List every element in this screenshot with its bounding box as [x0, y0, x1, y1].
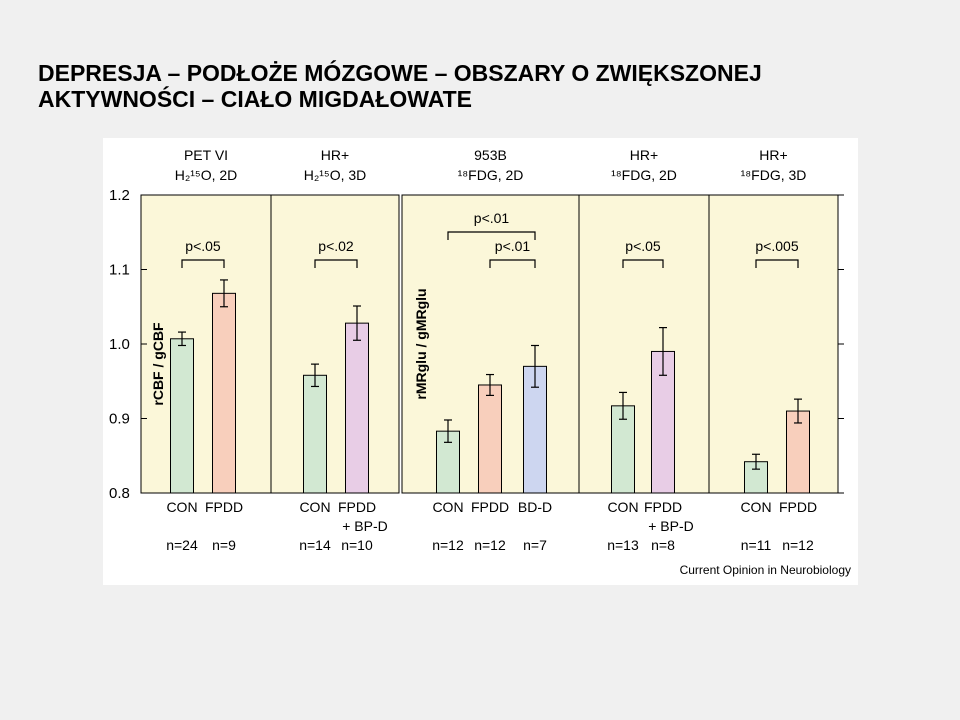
significance-label: p<.02	[318, 238, 354, 254]
panel-header-line-2: ¹⁸FDG, 2D	[458, 167, 524, 183]
category-label-line-2: + BP-D	[648, 518, 694, 534]
sample-size-label: n=10	[341, 537, 373, 553]
panel-header-line-2: ¹⁸FDG, 3D	[741, 167, 807, 183]
category-label: CON	[299, 499, 330, 515]
y-axis-label-right: rMRglu / gMRglu	[413, 288, 429, 399]
category-label: BD-D	[518, 499, 552, 515]
panel-header-line-1: HR+	[759, 147, 787, 163]
category-label: FPDD	[205, 499, 243, 515]
sample-size-label: n=13	[607, 537, 639, 553]
category-label: FPDD	[471, 499, 509, 515]
significance-label: p<.01	[495, 238, 531, 254]
sample-size-label: n=12	[432, 537, 464, 553]
panel-header-line-2: H₂¹⁵O, 3D	[304, 167, 367, 183]
panel-header-line-1: 953B	[474, 147, 507, 163]
panel-header-line-1: HR+	[630, 147, 658, 163]
sample-size-label: n=7	[523, 537, 547, 553]
category-label: CON	[166, 499, 197, 515]
category-label: CON	[607, 499, 638, 515]
bar-con	[303, 374, 327, 494]
slide-title-line-2: AKTYWNOŚCI – CIAŁO MIGDAŁOWATE	[38, 86, 473, 112]
panel-background-2	[270, 194, 400, 494]
category-label-line-2: + BP-D	[342, 518, 388, 534]
significance-bracket	[489, 259, 536, 268]
sample-size-label: n=12	[474, 537, 506, 553]
category-label: CON	[740, 499, 771, 515]
category-label: FPDD	[779, 499, 817, 515]
significance-label: p<.01	[474, 210, 510, 226]
panel-header-line-2: H₂¹⁵O, 2D	[175, 167, 238, 183]
bar-fpdd	[345, 322, 369, 494]
panel-background-4	[578, 194, 710, 494]
sample-size-label: n=14	[299, 537, 331, 553]
y-tick-label: 0.8	[109, 485, 130, 502]
panel-background-3	[401, 194, 580, 494]
significance-bracket	[314, 259, 358, 268]
significance-label: p<.05	[625, 238, 661, 254]
bar-fpdd	[212, 292, 236, 494]
category-label: FPDD	[338, 499, 376, 515]
bar-chart-figure: 0.8 0.9 1.0 1.1 1.2 rCBF / gCBF rMRglu / gMRgl…	[103, 138, 858, 585]
significance-label: p<.005	[755, 238, 798, 254]
significance-bracket	[181, 259, 225, 268]
sample-size-label: n=24	[166, 537, 198, 553]
panel-header-line-1: HR+	[321, 147, 349, 163]
sample-size-label: n=11	[741, 537, 772, 553]
category-label: FPDD	[644, 499, 682, 515]
sample-size-label: n=9	[212, 537, 236, 553]
significance-bracket	[622, 259, 664, 268]
category-label: CON	[432, 499, 463, 515]
y-axis-label-left: rCBF / gCBF	[150, 322, 166, 406]
bar-chart: 0.8 0.9 1.0 1.1 1.2 rCBF / gCBF rMRglu / gMRgl…	[109, 147, 851, 577]
bar-con	[170, 338, 194, 494]
sample-size-label: n=8	[651, 537, 675, 553]
bar-fpdd	[478, 384, 502, 494]
panel-header-line-1: PET VI	[184, 147, 228, 163]
panel-background-5	[708, 194, 839, 494]
y-tick-label: 0.9	[109, 411, 130, 428]
slide-title: DEPRESJA – PODŁOŻE MÓZGOWE – OBSZARY O Z…	[38, 60, 938, 112]
panel-background-1	[140, 194, 272, 494]
source-caption: Current Opinion in Neurobiology	[680, 563, 851, 577]
y-tick-label: 1.2	[109, 187, 130, 204]
significance-bracket	[447, 231, 536, 240]
panel-header-line-2: ¹⁸FDG, 2D	[611, 167, 677, 183]
y-tick-label: 1.1	[109, 262, 130, 279]
sample-size-label: n=12	[782, 537, 814, 553]
significance-bracket	[755, 259, 799, 268]
slide-title-line-1: DEPRESJA – PODŁOŻE MÓZGOWE – OBSZARY O Z…	[38, 60, 762, 86]
y-tick-label: 1.0	[109, 336, 130, 353]
significance-label: p<.05	[185, 238, 221, 254]
